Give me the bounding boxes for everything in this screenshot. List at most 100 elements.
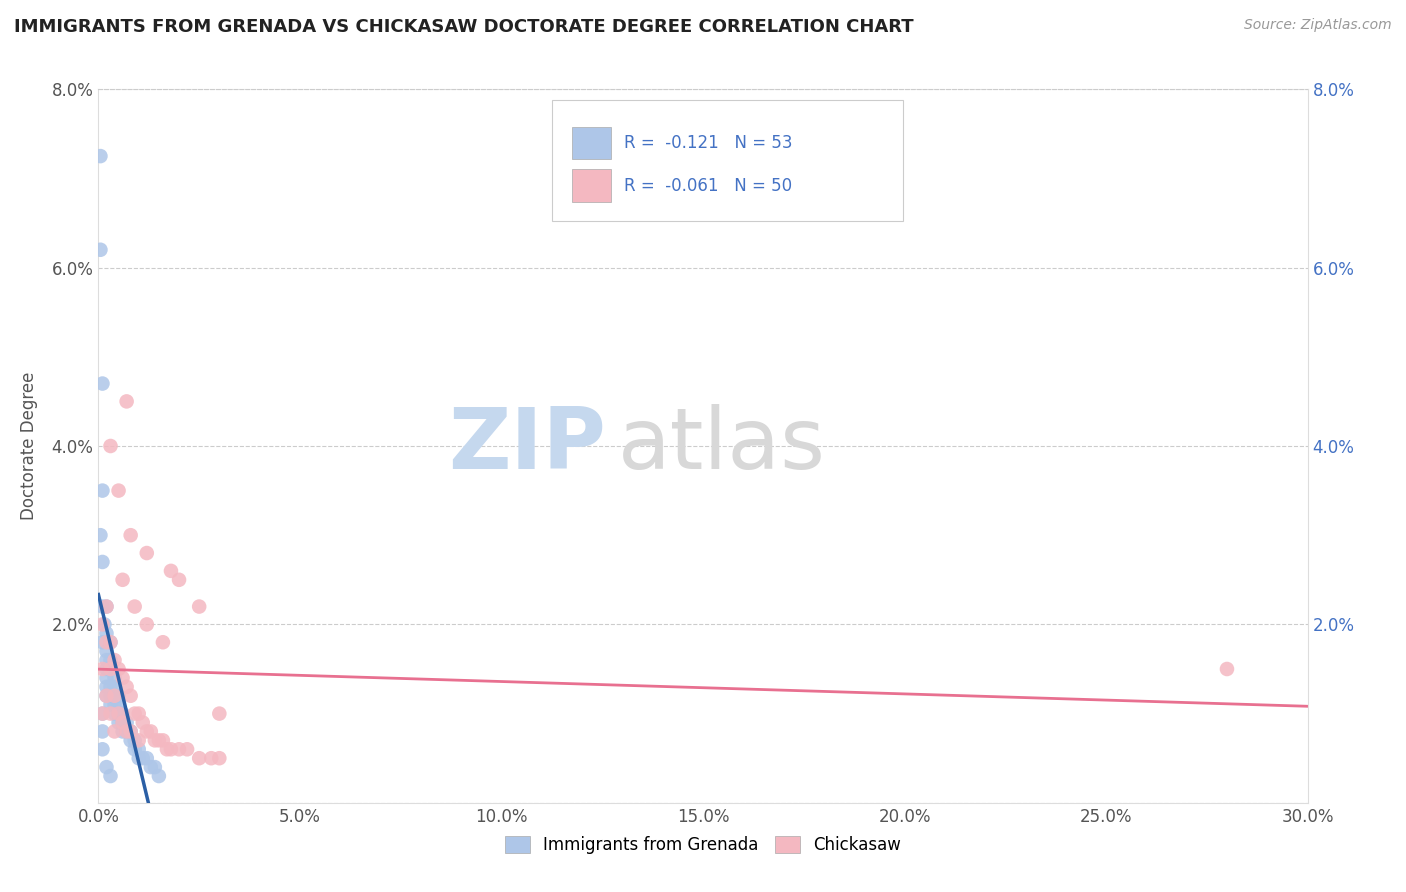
Point (111, 573, 134, 587)
Legend: Immigrants from Grenada, Chickasaw: Immigrants from Grenada, Chickasaw (499, 830, 907, 859)
Text: ZIP: ZIP (449, 404, 606, 488)
Point (100, 662, 122, 676)
Point (115, 394, 138, 409)
Text: atlas: atlas (619, 404, 827, 488)
Point (208, 751, 231, 765)
Point (96, 599, 118, 614)
Point (93, 617, 115, 632)
Y-axis label: Doctorate Degree: Doctorate Degree (20, 372, 38, 520)
Point (107, 689, 129, 703)
Point (91, 617, 114, 632)
Point (89, 243, 111, 257)
Point (96, 760, 118, 774)
Point (103, 698, 125, 712)
Point (132, 751, 155, 765)
Text: IMMIGRANTS FROM GRENADA VS CHICKASAW DOCTORATE DEGREE CORRELATION CHART: IMMIGRANTS FROM GRENADA VS CHICKASAW DOC… (14, 18, 914, 36)
Point (96, 599, 118, 614)
Point (100, 698, 122, 712)
Point (96, 689, 118, 703)
Point (120, 724, 142, 739)
Point (96, 653, 118, 667)
Point (132, 715, 155, 730)
Point (107, 715, 129, 730)
Point (167, 573, 190, 587)
Point (91, 662, 114, 676)
Text: R =  -0.121   N = 53: R = -0.121 N = 53 (624, 134, 793, 152)
Point (188, 751, 211, 765)
Point (111, 715, 134, 730)
Point (103, 689, 125, 703)
Point (115, 680, 138, 694)
Point (91, 742, 114, 756)
Point (96, 689, 118, 703)
Point (100, 680, 122, 694)
Point (176, 742, 198, 756)
Point (107, 706, 129, 721)
Point (115, 724, 138, 739)
Point (89, 149, 111, 163)
Point (111, 706, 134, 721)
Point (100, 769, 122, 783)
Point (152, 733, 174, 747)
Point (148, 733, 170, 747)
Point (111, 724, 134, 739)
Point (135, 546, 157, 560)
Bar (572, 127, 612, 159)
Point (139, 760, 162, 774)
Point (143, 760, 166, 774)
Point (148, 769, 170, 783)
Point (91, 706, 114, 721)
Point (91, 635, 114, 649)
Point (100, 662, 122, 676)
Point (91, 724, 114, 739)
Point (124, 599, 146, 614)
Point (135, 724, 157, 739)
Text: Source: ZipAtlas.com: Source: ZipAtlas.com (1244, 18, 1392, 32)
Point (128, 751, 150, 765)
Point (128, 733, 150, 747)
Point (128, 742, 150, 756)
Point (100, 706, 122, 721)
Point (160, 564, 183, 578)
Point (143, 733, 166, 747)
Point (107, 483, 129, 498)
Point (139, 724, 162, 739)
Point (96, 662, 118, 676)
Point (103, 706, 125, 721)
Point (100, 439, 122, 453)
Point (91, 376, 114, 391)
Point (120, 528, 142, 542)
Point (135, 617, 157, 632)
Point (91, 555, 114, 569)
Point (156, 742, 179, 756)
Point (120, 689, 142, 703)
Point (120, 724, 142, 739)
Point (89, 528, 111, 542)
Point (96, 680, 118, 694)
Point (124, 742, 146, 756)
Point (107, 662, 129, 676)
Point (96, 644, 118, 658)
Point (152, 635, 174, 649)
Point (91, 599, 114, 614)
Text: R =  -0.061   N = 50: R = -0.061 N = 50 (624, 177, 793, 194)
Point (1216, 662, 1239, 676)
Point (103, 653, 125, 667)
Point (115, 715, 138, 730)
Point (91, 483, 114, 498)
Point (111, 671, 134, 685)
Bar (572, 169, 612, 202)
Point (103, 680, 125, 694)
Point (103, 689, 125, 703)
Point (160, 742, 183, 756)
Point (103, 671, 125, 685)
Point (167, 742, 190, 756)
Point (120, 733, 142, 747)
Point (96, 626, 118, 640)
Point (200, 751, 222, 765)
Point (103, 724, 125, 739)
Point (128, 706, 150, 721)
Point (124, 733, 146, 747)
FancyBboxPatch shape (551, 100, 903, 221)
Point (100, 635, 122, 649)
